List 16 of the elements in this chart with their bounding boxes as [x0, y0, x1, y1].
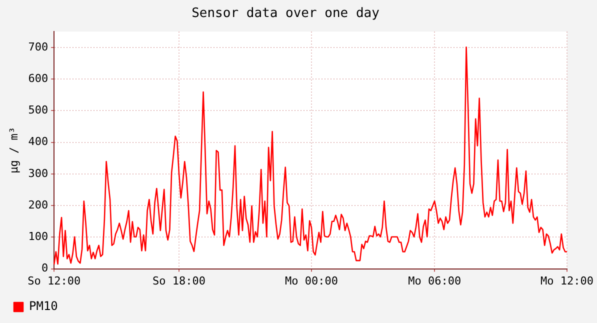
legend-label: PM10 [29, 299, 58, 314]
y-tick-label: 600 [28, 72, 48, 85]
y-tick-label: 300 [28, 166, 48, 180]
x-tick-label: Mo 12:00 [540, 274, 594, 288]
x-tick-label: Mo 00:00 [284, 274, 338, 288]
y-tick-label: 200 [28, 198, 48, 212]
y-axis-title: µg / m³ [7, 127, 20, 174]
y-tick-label: 700 [28, 40, 48, 54]
y-tick-label: 100 [28, 230, 48, 244]
x-tick-label: So 12:00 [28, 274, 81, 288]
y-tick-label: 0 [41, 262, 48, 275]
x-tick-label: Mo 06:00 [408, 274, 462, 288]
x-tick-label: So 18:00 [152, 274, 206, 288]
chart-title: Sensor data over one day [192, 6, 380, 22]
y-tick-label: 400 [28, 135, 48, 148]
y-tick-label: 500 [28, 104, 48, 117]
